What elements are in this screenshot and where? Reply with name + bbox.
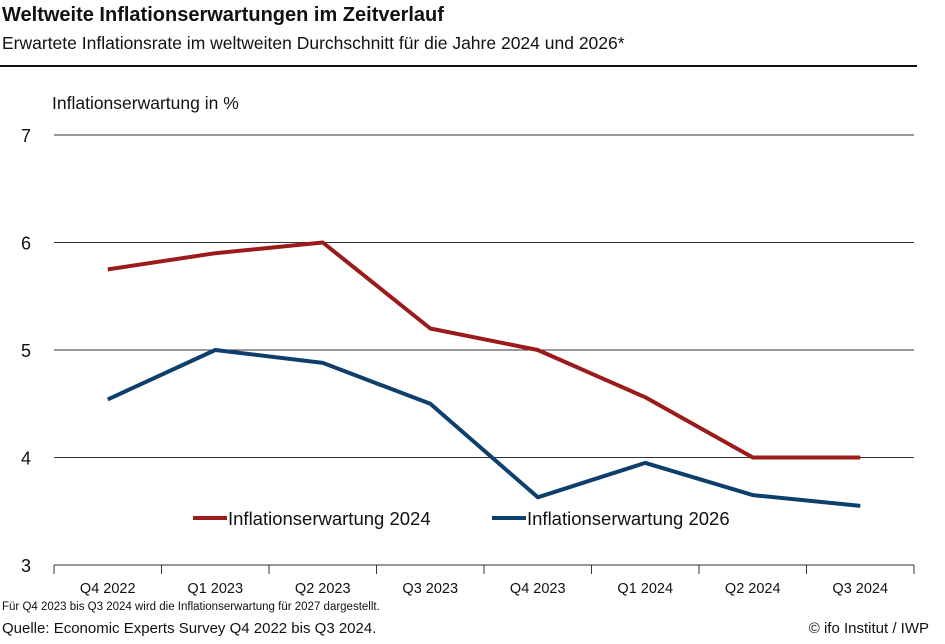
- x-tick-label: Q2 2023: [295, 581, 351, 597]
- series-line-2: [106, 348, 861, 508]
- y-axis-label: Inflationserwartung in %: [52, 93, 239, 113]
- x-tick-label: Q1 2024: [617, 581, 673, 597]
- title-divider: [0, 65, 917, 67]
- y-tick-label: 3: [21, 556, 31, 576]
- x-tick-label: Q2 2024: [725, 581, 781, 597]
- x-tick-label: Q4 2023: [510, 581, 566, 597]
- x-tick-label: Q1 2023: [187, 581, 243, 597]
- grid-lines: [54, 134, 914, 566]
- legend-label-1: Inflationserwartung 2024: [228, 508, 431, 529]
- y-tick-labels: 3 4 5 6 7: [21, 126, 31, 576]
- x-tick-label: Q4 2022: [80, 581, 136, 597]
- copyright: © ifo Institut / IWP: [808, 620, 929, 637]
- footnote: Für Q4 2023 bis Q3 2024 wird die Inflati…: [2, 601, 380, 613]
- y-tick-label: 5: [21, 341, 31, 361]
- series-line-1: [107, 240, 861, 460]
- x-tick-label: Q3 2024: [832, 581, 888, 597]
- y-tick-label: 4: [21, 449, 31, 469]
- source-note: Quelle: Economic Experts Survey Q4 2022 …: [2, 620, 377, 637]
- x-tick-label: Q3 2023: [402, 581, 458, 597]
- chart-subtitle: Erwartete Inflationsrate im weltweiten D…: [2, 33, 625, 53]
- y-tick-label: 6: [21, 234, 31, 254]
- chart-title: Weltweite Inflationserwartungen im Zeitv…: [2, 4, 444, 26]
- x-tick-labels: Q4 2022 Q1 2023 Q2 2023 Q3 2023 Q4 2023 Q1 20…: [53, 565, 915, 597]
- legend: Inflationserwartung 2024 Inflationserwart…: [193, 508, 730, 529]
- legend-label-2: Inflationserwartung 2026: [527, 508, 730, 529]
- y-tick-label: 7: [21, 126, 31, 146]
- series-lines: [106, 240, 861, 508]
